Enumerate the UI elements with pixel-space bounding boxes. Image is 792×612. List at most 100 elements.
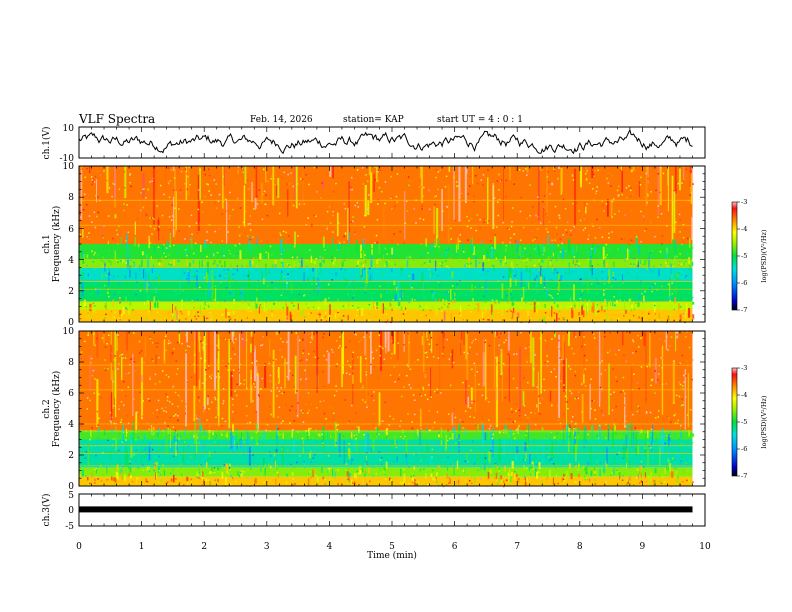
ch2-spec-speckle — [227, 369, 230, 371]
ch2-spec-streak — [525, 430, 527, 446]
ch1-spec-streak — [368, 166, 371, 176]
ch2-spec-streak — [364, 331, 366, 356]
ch2-spec-speckle — [679, 459, 681, 462]
ch2-spec-streak — [246, 484, 248, 486]
ch1-spec-streak — [241, 264, 243, 273]
ch1-spec-speckle — [355, 314, 358, 317]
ch1-spec-speckle — [390, 301, 393, 304]
ch1-spec-streak — [277, 177, 280, 198]
ch2-spec-streak — [675, 471, 677, 477]
ch1-spec-speckle — [468, 175, 471, 178]
ch1-spec-speckle — [495, 257, 498, 260]
ch1-spec-speckle — [283, 275, 286, 278]
ch2-spec-speckle — [673, 360, 675, 362]
ch2-spec-speckle — [514, 437, 516, 440]
ch1-spec-speckle — [459, 240, 461, 243]
ch1-spec-speckle — [84, 176, 87, 179]
ch1-spec-speckle — [261, 218, 264, 221]
ch2-spec-streak — [668, 437, 671, 441]
ch1-spec-streak — [658, 269, 660, 277]
ch2-spec-streak — [599, 337, 601, 402]
ch2-spec-streak — [293, 479, 295, 484]
ch1-spec-speckle — [533, 264, 536, 267]
ch1-spec-speckle — [418, 186, 421, 188]
ch1-spec-streak — [219, 260, 221, 264]
ch1-spec-streak — [164, 166, 166, 188]
ch2-spec-speckle — [135, 439, 137, 441]
ch2-spec-streak — [312, 469, 314, 478]
ch1-spec-streak — [320, 262, 322, 274]
ch1-spec-streak — [671, 273, 673, 285]
ch2-spec-streak — [607, 424, 610, 433]
ch1-spec-speckle — [465, 264, 468, 266]
ch1-spec-speckle — [212, 302, 215, 305]
ch1-spec-streak — [541, 259, 544, 264]
ch2-spec-streak — [125, 331, 127, 347]
ch1-spec-speckle — [252, 236, 254, 238]
ch1-spec-speckle — [328, 297, 330, 299]
ch1-spec-speckle — [324, 249, 326, 251]
ch2-spec-streak — [508, 434, 510, 438]
ch2-spec-streak — [126, 431, 128, 434]
ch1-spec-speckle — [572, 308, 574, 310]
ch1-spec-streak — [272, 166, 275, 206]
ch2-spec-speckle — [485, 333, 488, 335]
ch1-spec-speckle — [443, 303, 446, 306]
ch1-spec-streak — [148, 235, 150, 249]
ch2-spec-speckle — [585, 437, 587, 440]
ch2-spec-speckle — [248, 477, 250, 479]
ch1-spec-speckle — [83, 193, 86, 196]
ch2-spec-speckle — [168, 401, 171, 403]
ch2-spec-speckle — [593, 360, 596, 363]
ch1-spec-streak — [150, 268, 153, 270]
ch1-spec-speckle — [540, 266, 543, 268]
ch2-spec-speckle — [595, 347, 598, 349]
ch1-spec-speckle — [518, 256, 520, 258]
ch2-spec-speckle — [96, 347, 98, 350]
ch1-spec-speckle — [257, 280, 259, 282]
ch1-spec-speckle — [396, 201, 399, 203]
ch1-spec-streak — [151, 268, 153, 274]
ch2-spec-speckle — [664, 442, 666, 445]
ch2-spec-speckle — [347, 478, 349, 480]
ch1-spec-streak — [317, 277, 320, 294]
ch2-spec-streak — [649, 331, 651, 368]
ch2-spec-speckle — [673, 414, 675, 417]
ch1-spec-speckle — [150, 217, 152, 219]
ch2-spec-speckle — [211, 373, 213, 376]
ch2-spec-streak — [218, 339, 220, 426]
ch2-spec-streak — [484, 432, 487, 440]
ch2-spec-streak — [231, 331, 234, 342]
ch2-spec-speckle — [97, 424, 99, 426]
ch2-spec-speckle — [462, 427, 464, 429]
ch2-spec-speckle — [236, 387, 238, 390]
ch1-spec-speckle — [94, 175, 97, 178]
ch1-spec-speckle — [512, 270, 514, 272]
ch1-spec-streak — [120, 259, 123, 263]
ch1-spec-speckle — [173, 227, 176, 229]
ch1-spec-streak — [486, 287, 488, 290]
ch2-spec-speckle — [473, 400, 476, 403]
ch1-spec-speckle — [650, 251, 652, 253]
ch1-spec-speckle — [480, 242, 483, 244]
ch2-spec-speckle — [165, 393, 167, 395]
ch2-spec-speckle — [408, 465, 410, 468]
ch1-spec-speckle — [228, 275, 231, 277]
ch2-spec-streak — [177, 473, 179, 475]
ch1-spec-speckle — [187, 175, 189, 178]
ch2-spec-speckle — [230, 357, 232, 360]
ch1-spec-speckle — [320, 197, 322, 199]
ch2-spec-speckle — [332, 411, 334, 414]
ch1-spec-speckle — [290, 291, 293, 294]
ch1-spec-speckle — [542, 207, 545, 210]
ch2-spec-speckle — [347, 422, 349, 424]
ch1-spec-speckle — [256, 195, 258, 198]
ch1-spec-speckle — [367, 254, 369, 257]
ch1-spec-speckle — [630, 239, 633, 242]
ch1-spec-streak — [657, 166, 660, 215]
ch2-spec-speckle — [433, 390, 436, 393]
ch1-spec-speckle — [643, 219, 645, 221]
ch2-spec-speckle — [285, 403, 287, 406]
ch2-spec-speckle — [456, 421, 458, 424]
ch2-spec-speckle — [195, 414, 197, 417]
